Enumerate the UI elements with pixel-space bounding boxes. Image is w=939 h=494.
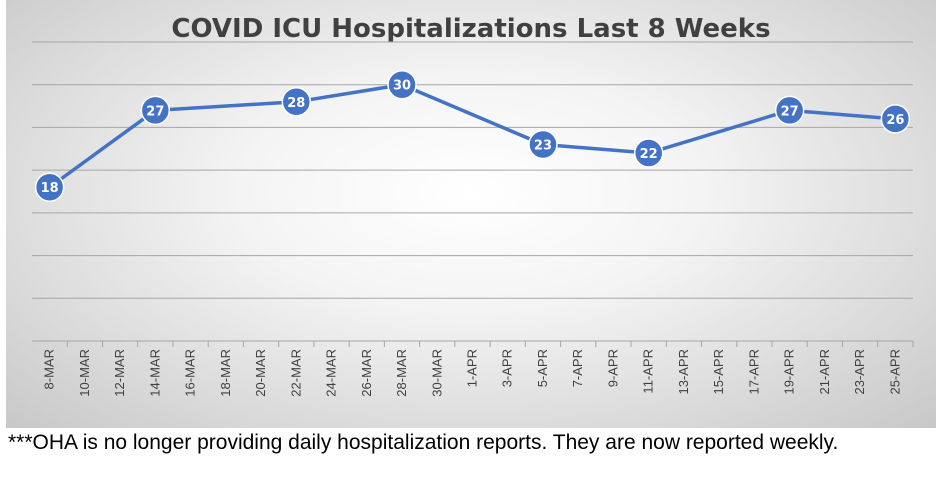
x-tick-label: 13-APR xyxy=(676,349,691,395)
x-tick-label: 24-MAR xyxy=(324,349,339,397)
x-tick-label: 23-APR xyxy=(852,349,867,395)
x-tick-label: 18-MAR xyxy=(218,349,233,397)
data-label: 18 xyxy=(41,181,59,196)
x-tick-label: 20-MAR xyxy=(253,349,268,397)
x-tick-label: 3-APR xyxy=(500,349,515,387)
x-tick-label: 17-APR xyxy=(746,349,761,395)
data-label: 22 xyxy=(640,147,658,162)
data-point xyxy=(34,172,65,202)
data-point xyxy=(633,138,664,168)
x-tick-label: 16-MAR xyxy=(183,349,198,397)
x-tick-label: 7-APR xyxy=(570,349,585,387)
data-point xyxy=(281,87,312,117)
x-tick-label: 19-APR xyxy=(782,349,797,395)
x-tick-label: 9-APR xyxy=(605,349,620,387)
x-tick-label: 14-MAR xyxy=(147,349,162,397)
x-tick-label: 30-MAR xyxy=(429,349,444,397)
x-tick-label: 21-APR xyxy=(817,349,832,395)
x-tick-label: 28-MAR xyxy=(394,349,409,397)
data-label: 28 xyxy=(287,96,305,111)
x-tick-label: 25-APR xyxy=(887,349,902,395)
data-point xyxy=(387,69,417,100)
data-point xyxy=(140,95,171,126)
line-chart: 8-MAR 10-MAR 12-MAR 14-MAR 16-MAR 18-MAR 20-MA… xyxy=(32,41,914,397)
data-label: 27 xyxy=(146,104,164,119)
x-tick-label: 5-APR xyxy=(535,349,550,387)
x-tick-label: 11-APR xyxy=(641,349,656,394)
data-point xyxy=(880,104,911,134)
data-point xyxy=(528,129,558,160)
data-label: 23 xyxy=(534,139,552,154)
x-tick-label: 8-MAR xyxy=(42,349,57,389)
x-tick-label: 22-MAR xyxy=(288,349,303,397)
data-label: 30 xyxy=(393,79,411,94)
chart-area: COVID ICU Hospitalizations Last 8 Weeks … xyxy=(6,0,936,428)
data-label: 27 xyxy=(781,104,799,119)
x-tick-label: 12-MAR xyxy=(112,349,127,397)
x-tick-label: 10-MAR xyxy=(77,349,92,397)
x-tick-label: 15-APR xyxy=(711,349,726,395)
footnote: ***OHA is no longer providing daily hosp… xyxy=(8,431,839,454)
x-tick-label: 26-MAR xyxy=(359,349,374,397)
x-tick-label: 1-APR xyxy=(465,349,480,387)
data-point xyxy=(774,95,805,126)
series-line xyxy=(48,82,896,189)
chart-title: COVID ICU Hospitalizations Last 8 Weeks xyxy=(171,14,771,44)
data-label: 26 xyxy=(886,113,904,128)
